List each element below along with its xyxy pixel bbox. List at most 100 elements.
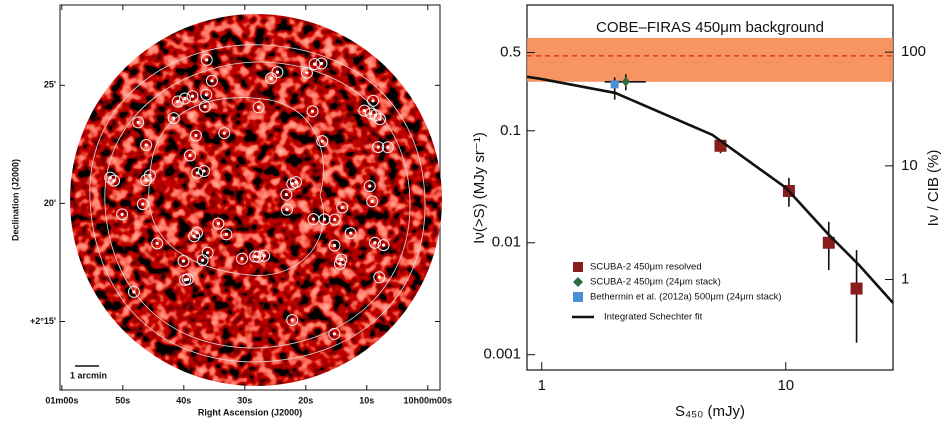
source-circle [116,208,129,221]
x-axis-title: S₄₅₀ (mJy) [675,403,745,420]
source-dot [141,202,145,206]
legend-label: SCUBA-2 450μm resolved [590,262,702,273]
y-tick-label: 0.5 [500,44,521,61]
x-tick-label: 50s [115,395,130,405]
x-tick-label: 1 [538,377,546,394]
source-circle [181,273,194,286]
source-dot [186,277,190,281]
source-dot [340,205,344,210]
source-dot [313,62,317,66]
source-circle [151,237,164,250]
source-dot [332,243,337,248]
source-circle [367,94,380,107]
source-dot [210,79,214,83]
source-circle [335,253,348,266]
x-tick-label: 01m00s [45,395,78,405]
source-dot [192,234,196,238]
source-circle [191,166,204,179]
source-dot [275,70,280,74]
source-dot [144,143,148,147]
source-circle [220,228,233,241]
source-circle [328,239,341,252]
source-circle [171,95,184,108]
x-tick-label: 40s [176,395,191,405]
source-circle [127,285,140,298]
source-circle [308,58,321,71]
source-circle [318,213,331,226]
source-circle [140,139,153,152]
source-dot [311,217,316,221]
source-dot [206,251,210,255]
plot-frame [526,4,894,371]
y-tick-label: 0.01 [492,234,521,251]
legend-swatch [573,292,583,302]
source-circle [188,230,201,243]
source-circle [183,149,196,162]
source-circle [198,100,211,113]
source-circle [328,327,341,340]
source-dot [305,71,309,75]
source-circle [200,88,213,101]
source-circle [132,116,145,129]
source-dot [194,133,198,138]
source-dot [120,212,124,216]
point [610,80,619,89]
map-image [70,14,442,386]
point [621,76,630,87]
source-dot [257,105,261,109]
source-dot [224,232,228,236]
source-dot [378,117,382,121]
fit-line [526,75,894,304]
source-circle [300,66,313,79]
source-markers [104,53,394,340]
x-tick-label: 20s [298,395,313,405]
source-circle [252,101,265,114]
source-dot [144,178,148,182]
source-dot [339,258,343,262]
source-circle [218,127,231,140]
legend-swatch [573,277,583,287]
source-circle [136,198,149,211]
source-dot [203,104,207,109]
source-dot [148,173,152,177]
legend-swatch [573,262,583,272]
source-dot [320,139,324,143]
source-circle [366,195,379,208]
source-dot [349,231,353,235]
source-circle [377,239,390,252]
source-dot [195,171,199,175]
source-circle [369,109,382,122]
x-tick-label: 10 [777,377,794,394]
source-circle [286,314,299,327]
source-circle [358,104,371,117]
point [850,282,863,295]
map-noise [70,14,442,386]
source-dot [269,76,273,80]
source-dot [284,193,288,197]
y2-tick-label: 1 [901,270,909,287]
y2-tick-label: 10 [901,157,918,174]
source-circle [306,105,319,118]
source-dot [201,258,205,262]
source-circle [373,113,386,126]
source-dot [204,93,208,97]
x-tick-label: 30s [237,395,252,405]
source-dot [294,180,298,184]
source-dot [176,99,180,104]
y-tick-label: 0.001 [483,346,521,363]
source-dot [253,254,257,259]
y2-axis-title: Iν / CIB (%) [925,150,942,227]
source-circle [265,72,278,85]
source-dot [216,222,221,226]
y-tick-label: 20' [44,198,56,208]
source-dot [183,96,187,101]
source-circle [336,201,349,214]
source-dot [188,153,192,158]
source-dot [373,241,377,245]
source-dot [370,199,374,203]
source-dot [222,131,226,135]
source-circle [328,213,341,226]
source-dot [333,218,337,222]
source-circle [290,176,303,189]
